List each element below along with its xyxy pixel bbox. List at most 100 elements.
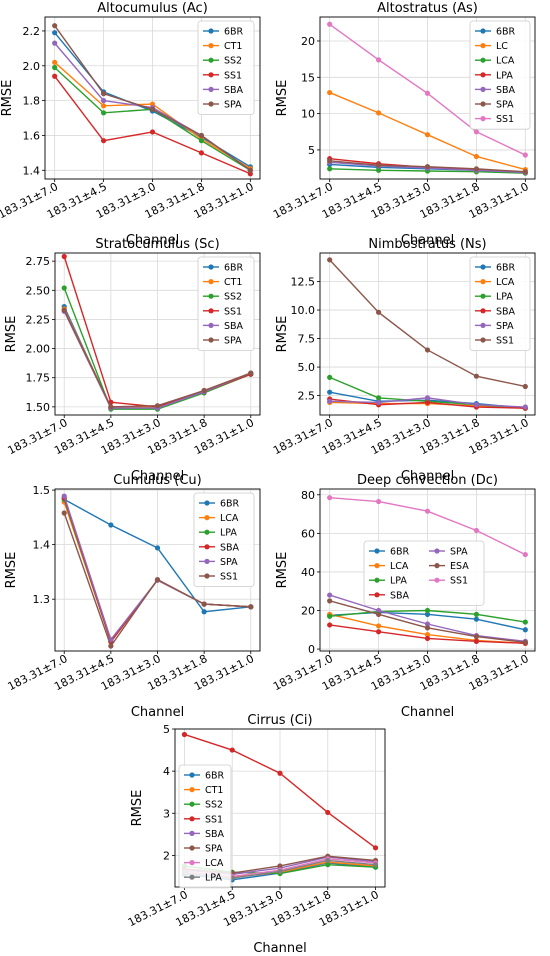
data-point (522, 627, 528, 633)
y-tick-label: 1.50 (26, 401, 51, 414)
data-point (52, 64, 58, 71)
legend-entry-label: SS1 (205, 814, 223, 825)
legend-marker (434, 563, 440, 569)
data-point (198, 138, 205, 144)
y-tick-label: 2.00 (26, 343, 51, 356)
data-point (277, 863, 283, 869)
y-tick-label: 15 (301, 71, 315, 84)
data-point (201, 601, 207, 607)
chart-panel-2: 5101520183.31±7.0183.31±4.5183.31±3.0183… (271, 1, 536, 248)
legend-entry-label: SPA (450, 547, 468, 558)
x-axis-label: Channel (401, 705, 454, 720)
data-point (149, 129, 156, 135)
legend-marker (204, 558, 210, 565)
data-point (327, 592, 333, 598)
data-point (100, 103, 107, 109)
chart-panel-6: 020406080183.31±7.0183.31±4.5183.31±3.01… (271, 473, 536, 720)
data-point (52, 73, 58, 79)
legend-entry-label: LPA (390, 576, 407, 587)
data-point (327, 398, 333, 404)
data-point (424, 399, 431, 406)
data-point (100, 91, 107, 97)
data-point (52, 23, 58, 29)
y-tick-label: 80 (301, 489, 315, 502)
legend-marker (480, 264, 486, 270)
legend-marker (189, 830, 195, 837)
legend-entry-label: SBA (220, 542, 240, 553)
data-point (424, 611, 431, 617)
legend-entry-label: SBA (224, 321, 244, 332)
y-tick-label: 1.4 (23, 164, 41, 177)
legend-entry-label: 6BR (496, 27, 516, 38)
legend-entry-label: CT1 (224, 41, 242, 52)
data-point (522, 152, 528, 158)
data-point (424, 132, 431, 138)
data-point (473, 402, 480, 408)
series-SPA (61, 307, 254, 410)
legend-marker (208, 264, 214, 270)
data-point (100, 98, 107, 104)
legend-entry-label: LCA (496, 56, 515, 67)
series-ESA (327, 598, 528, 645)
data-point (201, 609, 207, 615)
legend-box (178, 764, 232, 889)
data-point (327, 598, 333, 604)
legend-marker (208, 322, 214, 328)
chart-title: Deep convection (Dc) (357, 473, 498, 488)
series-SS1 (181, 731, 379, 851)
data-point (277, 868, 283, 875)
legend-marker (208, 86, 214, 92)
data-point (229, 747, 235, 753)
data-point (375, 607, 382, 614)
legend-entry-label: 6BR (390, 547, 410, 558)
series-SS1 (327, 257, 528, 390)
data-point (327, 495, 333, 501)
data-point (327, 389, 333, 395)
legend-entry-label: SBA (205, 829, 225, 840)
legend-marker (189, 816, 195, 822)
y-tick-label: 3 (163, 807, 170, 820)
y-tick-label: 1.5 (33, 484, 51, 497)
data-point (424, 607, 431, 614)
data-point (522, 404, 528, 410)
chart-title: Altostratus (As) (377, 1, 478, 16)
y-tick-label: 0 (308, 643, 315, 656)
y-axis-label: RMSE (275, 552, 290, 589)
data-point (248, 604, 254, 610)
legend-entry-label: SPA (224, 336, 242, 347)
legend-entry-label: LPA (496, 292, 513, 303)
legend-entry-label: SS1 (224, 70, 242, 81)
y-tick-label: 2 (163, 849, 170, 862)
legend-entry-label: SPA (496, 100, 514, 111)
legend-marker (480, 57, 486, 63)
series-SS1 (61, 510, 254, 649)
y-tick-label: 5 (163, 723, 170, 736)
data-point (473, 373, 480, 379)
legend-marker (480, 101, 486, 107)
y-tick-label: 12.5 (291, 276, 316, 289)
chart-panel-3: 1.501.752.002.252.502.75183.31±7.0183.31… (4, 237, 261, 484)
data-point (327, 374, 333, 380)
chart-panel-4: 2.55.07.510.012.5183.31±7.0183.31±4.5183… (271, 237, 536, 484)
data-point (327, 166, 333, 172)
y-tick-label: 2.2 (23, 25, 41, 38)
y-tick-label: 1.6 (23, 129, 41, 142)
data-point (473, 527, 480, 534)
legend-marker (208, 279, 214, 285)
y-axis-label: RMSE (275, 80, 290, 117)
data-point (108, 404, 114, 410)
legend-entry-label: 6BR (220, 499, 240, 510)
legend-marker (374, 577, 380, 583)
legend-entry-label: ESA (450, 561, 469, 572)
data-point (52, 30, 58, 36)
data-point (375, 309, 382, 315)
y-tick-label: 2.5 (298, 390, 316, 403)
data-point (181, 731, 188, 738)
data-point (375, 629, 382, 635)
data-point (473, 153, 480, 160)
data-point (247, 167, 253, 173)
data-point (61, 307, 67, 313)
legend-marker (480, 28, 486, 34)
legend-entry-label: SPA (220, 557, 238, 568)
